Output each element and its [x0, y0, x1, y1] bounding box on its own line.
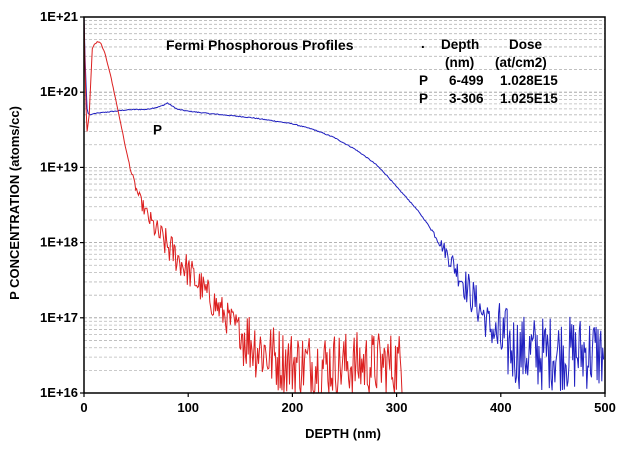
y-tick-label: 1E+21	[40, 9, 78, 24]
series-line-6-499	[83, 16, 605, 391]
legend: . Depth Dose (nm) (at/cm2) P 6-499 1.028…	[419, 36, 558, 106]
y-tick-label: 1E+19	[40, 159, 78, 174]
legend-entry-1-marker: P	[419, 73, 428, 88]
axis-ticks: 1E+16 1E+17 1E+18 1E+19 1E+20 1E+21 0 100 200 300…	[40, 9, 616, 415]
y-tick-label: 1E+20	[40, 84, 78, 99]
x-tick-label: 100	[177, 400, 199, 415]
series-line-3-306	[83, 16, 403, 395]
x-tick-label: 300	[386, 400, 408, 415]
y-axis-title: P CONCENTRATION (atoms/cc)	[7, 106, 22, 300]
legend-entry-2-depth: 3-306	[449, 91, 484, 106]
y-tick-label: 1E+16	[40, 385, 78, 400]
legend-header-depth-unit: (nm)	[445, 55, 474, 70]
legend-entry-2-marker: P	[419, 91, 428, 106]
x-tick-label: 500	[594, 400, 616, 415]
curve-label-p: P	[153, 122, 162, 137]
legend-header-dose: Dose	[509, 37, 543, 52]
legend-entry-1-dose: 1.028E15	[500, 73, 558, 88]
legend-entry-1-depth: 6-499	[449, 73, 484, 88]
y-tick-label: 1E+17	[40, 310, 78, 325]
legend-entry-2-dose: 1.025E15	[500, 91, 558, 106]
grid	[84, 20, 605, 371]
x-tick-label: 400	[490, 400, 512, 415]
legend-header-dose-unit: (at/cm2)	[495, 55, 547, 70]
legend-header-depth: Depth	[441, 37, 479, 52]
plot-area-frame	[83, 16, 606, 394]
x-tick-label: 0	[80, 400, 87, 415]
x-tick-label: 200	[282, 400, 304, 415]
series-layer	[83, 16, 605, 395]
legend-header-marker: .	[421, 36, 425, 51]
y-tick-label: 1E+18	[40, 235, 78, 250]
x-axis-title: DEPTH (nm)	[305, 426, 381, 441]
chart-title: Fermi Phosphorous Profiles	[166, 37, 354, 53]
